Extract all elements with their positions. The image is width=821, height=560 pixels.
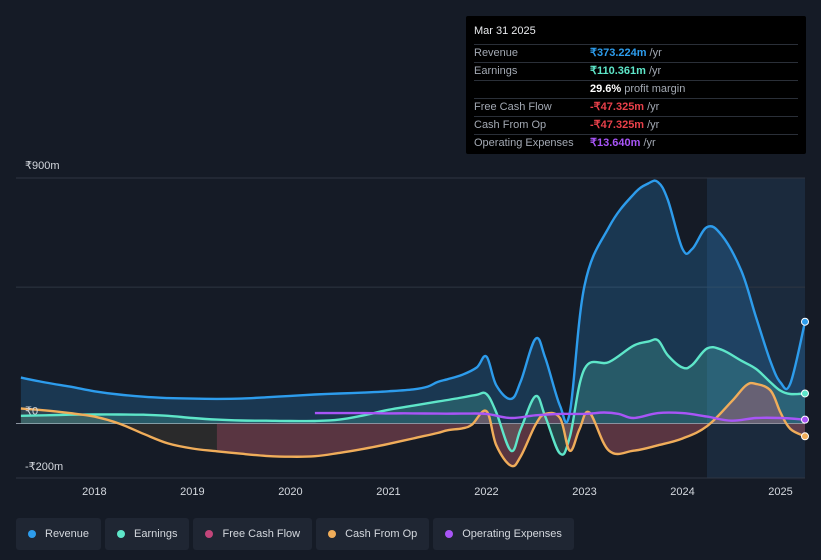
tooltip-rows: Revenue ₹373.224m/yr Earnings ₹110.361m/yr 2… — [474, 44, 798, 152]
tooltip-value: ₹110.361m — [590, 65, 646, 77]
tooltip-label — [474, 81, 590, 98]
tooltip-row: Operating Expenses ₹13.640m/yr — [474, 134, 798, 152]
legend-item-revenue[interactable]: Revenue — [16, 518, 102, 550]
tooltip-label: Free Cash Flow — [474, 101, 552, 113]
legend-dot-icon — [117, 530, 126, 538]
tooltip-unit: /yr — [648, 65, 662, 77]
legend-dot-icon — [205, 530, 214, 538]
y-tick-label: -₹200m — [25, 461, 63, 473]
tooltip-date: Mar 31 2025 — [474, 25, 536, 37]
y-tick-label: ₹0 — [25, 405, 38, 417]
data-tooltip: Mar 31 2025 Revenue ₹373.224m/yr Earnings ₹… — [466, 16, 806, 154]
tooltip-label: Cash From Op — [474, 119, 547, 131]
tooltip-row: Cash From Op -₹47.325m/yr — [474, 116, 798, 134]
revenue-endpoint — [801, 317, 809, 326]
y-tick-label: ₹900m — [25, 160, 60, 172]
tooltip-unit: /yr — [647, 101, 660, 113]
tooltip-row: Revenue ₹373.224m/yr — [474, 44, 798, 62]
tooltip-row: Earnings ₹110.361m/yr — [474, 62, 798, 80]
tooltip-label: Operating Expenses — [474, 137, 574, 149]
legend-item-operating-expenses[interactable]: Operating Expenses — [433, 518, 574, 550]
legend-dot-icon — [445, 530, 454, 538]
cash-from-op-line — [20, 381, 806, 468]
series-endpoints — [801, 317, 809, 441]
legend-dot-icon — [28, 530, 36, 538]
legend-item-free-cash-flow[interactable]: Free Cash Flow — [193, 518, 313, 550]
earnings-endpoint — [801, 389, 809, 398]
tooltip-row: 29.6% profit margin — [474, 80, 798, 98]
chart-legend: Revenue Earnings Free Cash Flow Cash From O… — [16, 518, 574, 550]
earnings-line — [20, 338, 806, 456]
x-tick-label: 2019 — [180, 486, 204, 498]
x-tick-label: 2025 — [768, 486, 792, 498]
legend-dot-icon — [328, 530, 337, 538]
legend-label: Operating Expenses — [462, 528, 562, 540]
y-axis-labels: ₹900m ₹0 -₹200m — [25, 160, 63, 473]
legend-label: Free Cash Flow — [222, 528, 301, 540]
tooltip-unit: /yr — [649, 47, 662, 59]
tooltip-value: ₹13.640m — [590, 137, 641, 149]
earnings-area — [20, 339, 805, 455]
operating-expenses-endpoint — [801, 415, 809, 424]
tooltip-label: Revenue — [474, 47, 519, 59]
gridlines — [16, 177, 805, 479]
legend-label: Revenue — [45, 528, 90, 540]
tooltip-value: -₹47.325m — [590, 119, 645, 131]
tooltip-row: Free Cash Flow -₹47.325m/yr — [474, 98, 798, 116]
x-tick-label: 2023 — [572, 486, 596, 498]
x-tick-label: 2024 — [670, 486, 694, 498]
tooltip-value: -₹47.325m — [590, 101, 645, 113]
legend-label: Cash From Op — [345, 528, 418, 540]
legend-label: Earnings — [134, 528, 178, 540]
x-axis-labels: 2018 2019 2020 2021 2022 2023 2024 2025 — [82, 486, 793, 498]
x-tick-label: 2020 — [278, 486, 302, 498]
tooltip-value: ₹373.224m — [590, 47, 647, 59]
cash-from-op-endpoint — [801, 432, 809, 441]
series-areas — [20, 180, 805, 467]
x-tick-label: 2022 — [474, 486, 498, 498]
tooltip-unit: /yr — [647, 119, 660, 131]
series-lines — [20, 179, 806, 468]
tooltip-label: Earnings — [474, 65, 518, 77]
tooltip-unit: /yr — [643, 137, 656, 149]
tooltip-unit: profit margin — [624, 83, 686, 95]
x-tick-label: 2018 — [82, 486, 106, 498]
legend-item-earnings[interactable]: Earnings — [105, 518, 190, 550]
free-cash-flow-area — [216, 383, 805, 467]
operating-expenses-line — [314, 411, 806, 422]
tooltip-value: 29.6% — [590, 83, 622, 95]
x-tick-label: 2021 — [376, 486, 400, 498]
legend-item-cash-from-op[interactable]: Cash From Op — [316, 518, 430, 550]
revenue-line — [20, 179, 806, 424]
cash-from-op-area — [20, 383, 805, 467]
